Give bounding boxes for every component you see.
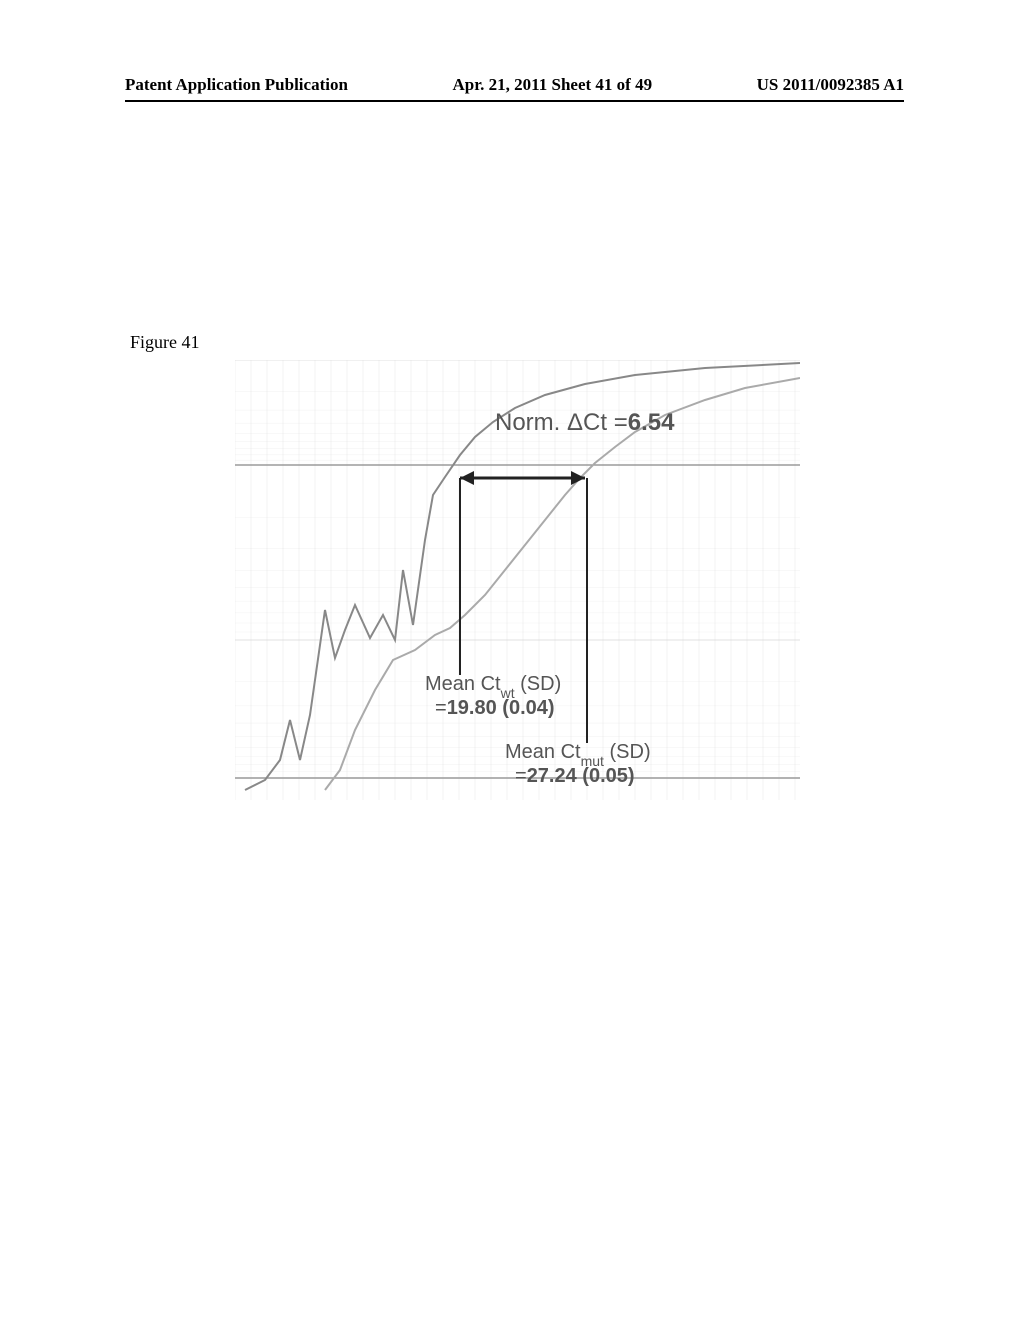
ct-wt-label: Mean Ctwt (SD)=19.80 (0.04) [425,673,561,719]
chart-svg: Norm. ΔCt =6.54 Mean Ctwt (SD)=19.80 (0.… [235,360,800,800]
delta-ct-arrow [460,471,585,485]
svg-text:Norm. ΔCt =6.54: Norm. ΔCt =6.54 [495,409,675,436]
header-divider [125,100,904,102]
header-publication: Patent Application Publication [125,75,348,95]
curve-mut [325,378,800,790]
header-date-sheet: Apr. 21, 2011 Sheet 41 of 49 [452,75,652,95]
page-header: Patent Application Publication Apr. 21, … [125,75,904,95]
delta-ct-label: Norm. ΔCt =6.54 [495,409,675,436]
figure-label: Figure 41 [130,332,200,353]
svg-text:=27.24 (0.05): =27.24 (0.05) [515,765,635,787]
ct-mut-label: Mean Ctmut (SD)=27.24 (0.05) [505,741,651,787]
amplification-chart: Norm. ΔCt =6.54 Mean Ctwt (SD)=19.80 (0.… [235,360,800,800]
header-patent-number: US 2011/0092385 A1 [757,75,904,95]
svg-text:=19.80 (0.04): =19.80 (0.04) [435,697,555,719]
